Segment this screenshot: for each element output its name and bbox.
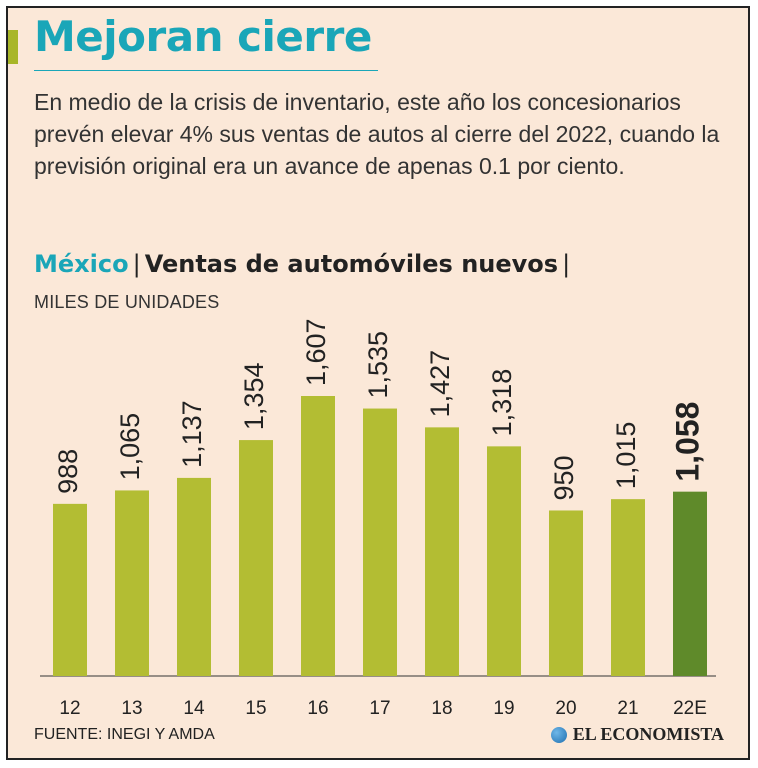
bar-19 bbox=[487, 446, 521, 676]
bar-12 bbox=[53, 503, 87, 676]
page-title: Mejoran cierre bbox=[34, 12, 372, 61]
x-tick-label-17: 17 bbox=[369, 698, 390, 719]
intro-paragraph: En medio de la crisis de inventario, est… bbox=[34, 89, 720, 179]
x-tick-label-16: 16 bbox=[307, 698, 328, 719]
globe-logo-icon bbox=[550, 726, 567, 743]
data-label-17: 1,535 bbox=[363, 331, 393, 399]
chart-header: México | Ventas de automóviles nuevos | bbox=[34, 250, 574, 278]
chart-header-separator-end: | bbox=[562, 250, 571, 278]
data-label-12: 988 bbox=[53, 449, 83, 494]
title-accent-bar bbox=[8, 30, 18, 64]
chart-units-label: MILES DE UNIDADES bbox=[34, 292, 220, 312]
bar-22E bbox=[673, 491, 707, 676]
x-tick-label-21: 21 bbox=[617, 698, 638, 719]
publisher-name: EL ECONOMISTA bbox=[572, 724, 724, 744]
x-tick-label-22E: 22E bbox=[673, 698, 707, 719]
data-label-20: 950 bbox=[549, 455, 579, 500]
chart-country: México bbox=[34, 250, 129, 278]
bar-17 bbox=[363, 408, 397, 676]
x-tick-label-14: 14 bbox=[183, 698, 205, 719]
source-note: FUENTE: INEGI Y AMDA bbox=[34, 726, 215, 743]
x-tick-label-13: 13 bbox=[121, 698, 142, 719]
bar-20 bbox=[549, 510, 583, 676]
data-label-15: 1,354 bbox=[239, 363, 269, 431]
data-label-22E: 1,058 bbox=[669, 402, 705, 482]
x-tick-label-18: 18 bbox=[431, 698, 452, 719]
data-label-18: 1,427 bbox=[425, 350, 455, 418]
data-label-19: 1,318 bbox=[487, 369, 517, 437]
title-underline bbox=[34, 70, 378, 71]
bar-14 bbox=[177, 477, 211, 676]
bar-15 bbox=[239, 440, 273, 676]
data-label-16: 1,607 bbox=[301, 318, 331, 386]
bar-18 bbox=[425, 427, 459, 676]
x-tick-label-19: 19 bbox=[493, 698, 514, 719]
chart-header-separator: | bbox=[132, 250, 141, 278]
chart-title: Ventas de automóviles nuevos bbox=[144, 250, 559, 278]
data-label-14: 1,137 bbox=[177, 400, 207, 468]
bar-13 bbox=[115, 490, 149, 676]
publisher-brand: EL ECONOMISTA bbox=[550, 724, 724, 745]
x-tick-label-12: 12 bbox=[59, 698, 80, 719]
data-label-13: 1,065 bbox=[115, 413, 145, 481]
bar-16 bbox=[301, 396, 335, 676]
x-tick-label-15: 15 bbox=[245, 698, 266, 719]
data-label-21: 1,015 bbox=[611, 422, 641, 490]
x-tick-label-20: 20 bbox=[555, 698, 576, 719]
bar-21 bbox=[611, 499, 645, 676]
